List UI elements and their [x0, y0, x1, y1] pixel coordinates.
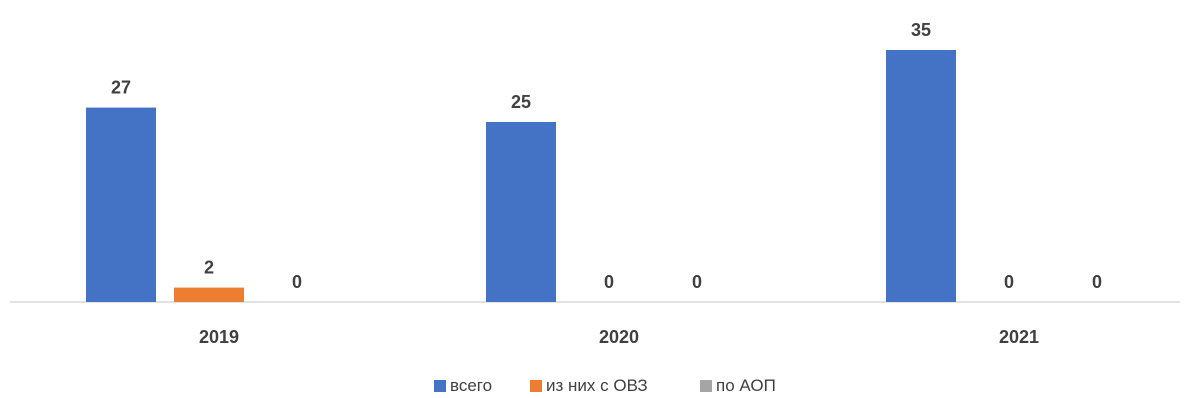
category-labels-group: 2019 2020 2021 [199, 327, 1039, 347]
data-label-2021-series-0: 35 [911, 20, 931, 40]
legend-swatch-series-2 [700, 380, 712, 392]
bars-group [86, 50, 956, 302]
data-label-2021-series-1: 0 [1004, 272, 1014, 292]
bar-2020-series-0 [486, 122, 556, 302]
data-label-2020-series-2: 0 [692, 272, 702, 292]
legend-swatch-series-0 [434, 380, 446, 392]
legend: всего из них с ОВЗ по АОП [434, 376, 776, 395]
data-label-2019-series-2: 0 [292, 272, 302, 292]
legend-label-series-2: по АОП [716, 376, 776, 395]
legend-label-series-1: из них с ОВЗ [546, 376, 648, 395]
bar-2021-series-0 [886, 50, 956, 302]
data-labels-group: 27 2 0 25 0 0 35 0 0 [111, 20, 1102, 292]
category-label-2019: 2019 [199, 327, 239, 347]
bar-2019-series-0 [86, 107, 156, 302]
data-label-2020-series-1: 0 [604, 272, 614, 292]
bar-2019-series-1 [174, 287, 244, 302]
data-label-2021-series-2: 0 [1092, 272, 1102, 292]
category-label-2020: 2020 [599, 327, 639, 347]
data-label-2019-series-1: 2 [204, 258, 214, 278]
legend-swatch-series-1 [530, 380, 542, 392]
legend-label-series-0: всего [450, 376, 492, 395]
category-label-2021: 2021 [999, 327, 1039, 347]
data-label-2019-series-0: 27 [111, 78, 131, 98]
data-label-2020-series-0: 25 [511, 92, 531, 112]
